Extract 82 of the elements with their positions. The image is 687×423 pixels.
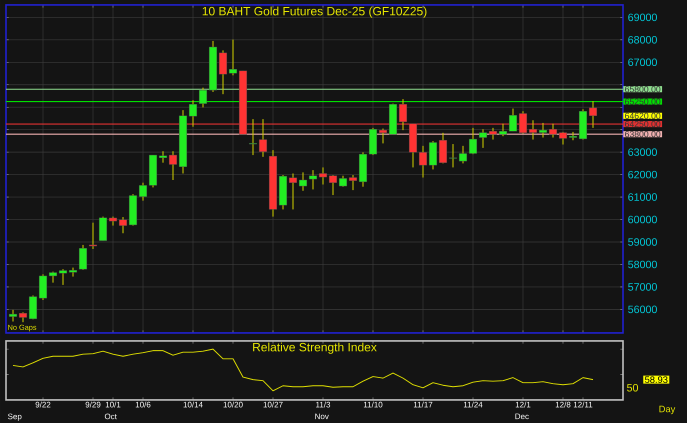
candlestick xyxy=(299,172,307,192)
x-tick-label: 11/10 xyxy=(364,402,382,408)
candlestick xyxy=(229,39,237,76)
y-tick-label: 59000 xyxy=(628,238,657,246)
candlestick xyxy=(399,98,407,131)
candlestick xyxy=(519,110,527,134)
candlestick xyxy=(189,100,198,128)
y-tick-label: 60000 xyxy=(628,216,657,224)
text: 50 xyxy=(627,384,638,392)
candlestick xyxy=(529,120,537,140)
x-tick-label: 11/24 xyxy=(464,402,482,408)
y-tick-label: 69000 xyxy=(628,14,657,22)
x-tick-label: 10/27 xyxy=(264,402,283,408)
candlestick xyxy=(589,100,597,128)
y-tick-label: 61000 xyxy=(628,193,657,201)
candlestick xyxy=(49,271,58,284)
chart-title: 10 BAHT Gold Futures Dec-25 (GF10Z25) xyxy=(202,6,426,18)
chart-title: Relative Strength Index xyxy=(253,342,377,354)
y-tick-label: 67000 xyxy=(628,58,657,66)
text: Day xyxy=(659,406,676,414)
x-tick-label: 11/17 xyxy=(414,402,432,408)
x-tick-label: 9/29 xyxy=(86,402,100,408)
candlestick xyxy=(459,145,467,164)
candlestick xyxy=(539,122,547,138)
text: Sep xyxy=(8,414,22,421)
candlestick xyxy=(329,174,337,196)
candlestick xyxy=(29,294,37,320)
candlestick xyxy=(309,170,317,190)
candlestick xyxy=(39,274,48,300)
y-tick-label: 63000 xyxy=(628,148,657,156)
candlestick xyxy=(199,87,208,108)
ref-line-label: 63800.00 xyxy=(625,131,660,138)
x-tick-label: 10/14 xyxy=(184,402,203,408)
candlestick xyxy=(349,174,357,191)
candlestick xyxy=(449,144,457,168)
y-tick-label: 58000 xyxy=(628,260,657,268)
text: 58.93 xyxy=(644,376,668,383)
candlestick xyxy=(219,50,227,95)
y-tick-label: 62000 xyxy=(628,170,657,178)
candlestick xyxy=(169,150,177,181)
x-tick-label: 12/8 xyxy=(556,402,570,408)
text: Nov xyxy=(315,414,329,420)
candlestick xyxy=(469,127,477,155)
x-tick-label: 10/20 xyxy=(224,402,243,408)
candlestick xyxy=(79,244,87,270)
candlestick xyxy=(319,166,327,186)
candlestick xyxy=(59,268,68,286)
x-tick-label: 10/1 xyxy=(106,402,120,408)
x-tick-label: 11/3 xyxy=(316,402,330,408)
text: Dec xyxy=(515,414,529,420)
candlestick xyxy=(379,128,387,144)
ref-line-label: 65250.00 xyxy=(625,98,660,105)
y-tick-label: 57000 xyxy=(628,283,657,291)
ref-line-label: 64250.00 xyxy=(625,120,660,128)
candlestick xyxy=(249,118,257,156)
candlestick xyxy=(89,222,97,250)
x-tick-label: 12/11 xyxy=(574,402,592,408)
candlestick xyxy=(559,131,567,146)
x-tick-label: 9/22 xyxy=(36,402,50,408)
candlestick xyxy=(99,216,107,242)
candlestick xyxy=(439,132,447,164)
candlestick xyxy=(139,182,148,202)
candlestick xyxy=(429,140,437,170)
candlestick xyxy=(159,150,167,164)
x-tick-label: 12/1 xyxy=(516,402,530,408)
candlestick xyxy=(509,108,517,132)
y-tick-label: 68000 xyxy=(628,36,657,44)
y-tick-label: 56000 xyxy=(628,306,657,314)
candlestick xyxy=(9,309,18,322)
candlestick xyxy=(19,312,27,323)
candlestick xyxy=(419,145,427,178)
text: Oct xyxy=(104,414,117,420)
candlestick xyxy=(489,127,497,140)
x-tick-label: 10/6 xyxy=(136,402,150,408)
candlestick xyxy=(259,118,267,158)
candlestick xyxy=(549,123,557,138)
text: 64620.00 xyxy=(625,112,660,119)
candlestick xyxy=(498,123,507,137)
candlestick xyxy=(289,172,297,210)
candlestick xyxy=(119,216,128,234)
ref-line-label: 65800.00 xyxy=(625,86,660,92)
candlestick xyxy=(479,128,487,148)
